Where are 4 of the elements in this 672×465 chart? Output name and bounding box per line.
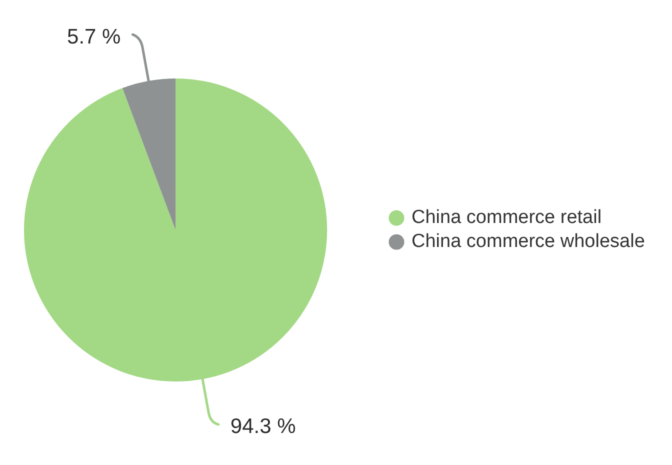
legend-label: China commerce retail: [412, 207, 602, 228]
data-label: 94.3 %: [230, 415, 296, 438]
legend-label: China commerce wholesale: [412, 231, 645, 252]
data-label: 5.7 %: [67, 25, 121, 48]
